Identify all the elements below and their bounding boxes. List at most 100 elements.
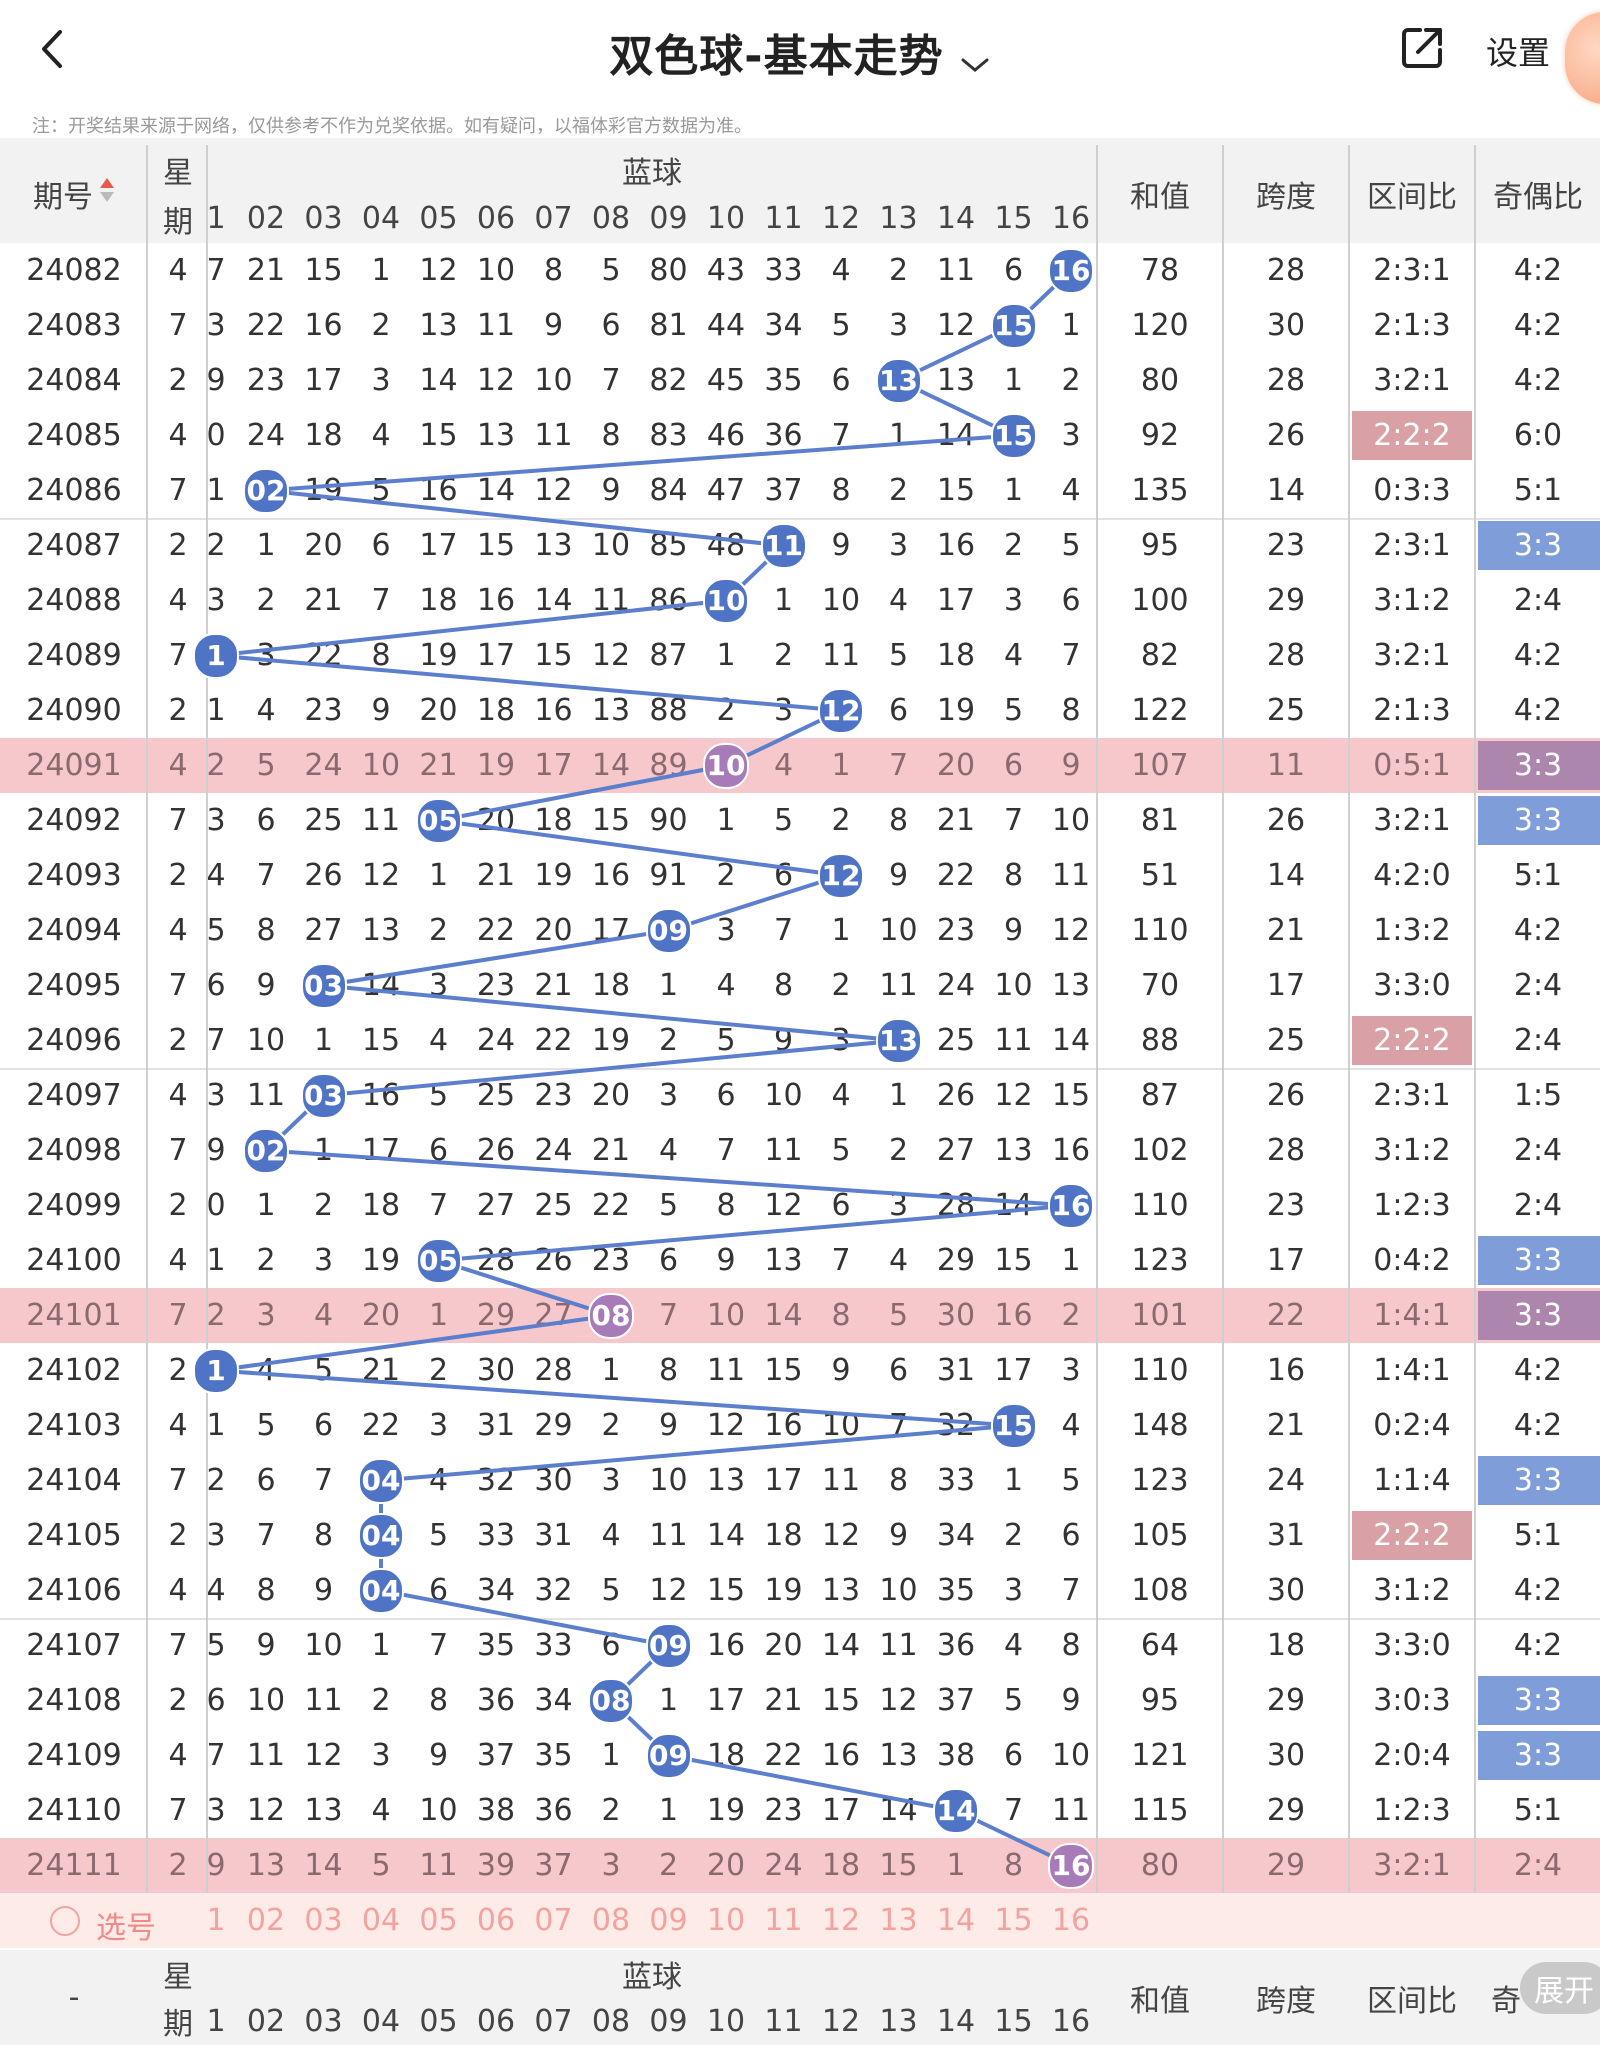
footer-blue-number: 15 bbox=[994, 2003, 1033, 2039]
select-number[interactable]: 06 bbox=[476, 1903, 516, 1938]
zone-ratio-value: 2:2:2 bbox=[1373, 418, 1451, 453]
zone-ratio-value: 3:2:1 bbox=[1373, 803, 1451, 838]
title-selector[interactable]: 双色球-基本走势 bbox=[0, 20, 1600, 82]
table-row[interactable]: 24097 4 3 11 16 5 25 23 20 3 6 10 4 1 26 12 15 87 26 2:3:1 1… bbox=[0, 1068, 1600, 1123]
settings-button[interactable]: 设置 bbox=[1486, 34, 1551, 72]
miss-count: 2 bbox=[371, 308, 391, 343]
table-row[interactable]: 24100 4 1 2 3 19 28 26 23 6 9 13 7 4 29 15 1 123 17 0:4:2 3:… bbox=[0, 1233, 1600, 1288]
miss-count: 2 bbox=[888, 473, 909, 508]
share-icon[interactable] bbox=[1398, 24, 1446, 72]
zone-ratio-value: 2:3:1 bbox=[1373, 253, 1451, 288]
issue-number: 24108 bbox=[26, 1683, 122, 1718]
select-number[interactable]: 05 bbox=[419, 1903, 458, 1938]
select-number[interactable]: 07 bbox=[534, 1903, 573, 1938]
blue-ball-hit: 14 bbox=[933, 1787, 979, 1834]
table-row[interactable]: 24094 4 5 8 27 13 2 22 20 17 3 7 1 10 23 9 12 110 21 1:3:2 4… bbox=[0, 903, 1600, 958]
miss-count: 12 bbox=[419, 253, 458, 288]
sum-value: 120 bbox=[1131, 308, 1189, 343]
parity-ratio-value: 4:2 bbox=[1513, 1408, 1563, 1443]
table-row[interactable]: 24101 7 2 3 4 20 1 29 27 7 10 14 8 5 30 16 2 101 22 1:4:1 3:… bbox=[0, 1288, 1600, 1343]
table-row[interactable]: 24099 2 0 1 2 18 7 27 25 22 5 8 12 6 3 28 14 110 23 1:2:3 2:… bbox=[0, 1178, 1600, 1233]
issue-number: 24094 bbox=[26, 913, 122, 948]
weekday: 4 bbox=[168, 748, 188, 783]
miss-count: 13 bbox=[361, 913, 401, 948]
miss-count: 20 bbox=[936, 748, 976, 783]
miss-count: 21 bbox=[419, 748, 458, 783]
table-row[interactable]: 24107 7 5 9 10 1 7 35 33 6 16 20 14 11 36 4 8 64 18 3:3:0 4:… bbox=[0, 1618, 1600, 1673]
miss-count: 11 bbox=[764, 1133, 803, 1168]
select-number[interactable]: 02 bbox=[246, 1903, 286, 1938]
table-row[interactable]: 24108 2 6 10 11 2 8 36 34 1 17 21 15 12 37 5 9 95 29 3:0:3 3… bbox=[0, 1673, 1600, 1728]
table-row[interactable]: 24087 2 2 1 20 6 17 15 13 10 85 48 9 3 16 2 5 95 23 2:3:1 3:… bbox=[0, 518, 1600, 573]
miss-count: 25 bbox=[936, 1023, 976, 1058]
select-number[interactable]: 13 bbox=[879, 1903, 918, 1938]
miss-count: 13 bbox=[936, 363, 976, 398]
table-row[interactable]: 24082 4 7 21 15 1 12 10 8 5 80 43 33 4 2 11 6 78 28 2:3:1 4:… bbox=[0, 243, 1600, 298]
span-value: 21 bbox=[1266, 1408, 1306, 1443]
table-row[interactable]: 24104 7 2 6 7 4 32 30 3 10 13 17 11 8 33 1 5 123 24 1:1:4 3:… bbox=[0, 1453, 1600, 1508]
miss-count: 29 bbox=[936, 1243, 976, 1278]
table-row[interactable]: 24083 7 3 22 16 2 13 11 9 6 81 44 34 5 3 12 1 120 30 2:1:3 4… bbox=[0, 298, 1600, 353]
miss-count: 81 bbox=[649, 308, 688, 343]
select-number[interactable]: 08 bbox=[591, 1903, 631, 1938]
select-number[interactable]: 10 bbox=[706, 1903, 746, 1938]
miss-count: 5 bbox=[773, 803, 794, 838]
miss-count: 8 bbox=[256, 913, 276, 948]
table-row[interactable]: 24093 2 4 7 26 12 1 21 19 16 91 2 6 9 22 8 11 51 14 4:2:0 5:… bbox=[0, 848, 1600, 903]
select-number[interactable]: 14 bbox=[936, 1903, 976, 1938]
miss-count: 12 bbox=[246, 1793, 286, 1828]
select-number[interactable]: 11 bbox=[764, 1903, 803, 1938]
miss-count: 16 bbox=[994, 1298, 1033, 1333]
blue-ball-header: 蓝球 bbox=[622, 155, 682, 191]
miss-count: 11 bbox=[706, 1353, 746, 1388]
select-number[interactable]: 04 bbox=[361, 1903, 401, 1938]
table-row[interactable]: 24089 7 3 22 8 19 17 15 12 87 1 2 11 5 18 4 7 82 28 3:2:1 4:… bbox=[0, 628, 1600, 683]
table-row[interactable]: 24088 4 3 2 21 7 18 16 14 11 86 1 10 4 17 3 6 100 29 3:1:2 2… bbox=[0, 573, 1600, 628]
miss-count: 22 bbox=[361, 1408, 401, 1443]
table-row[interactable]: 24098 7 9 1 17 6 26 24 21 4 7 11 5 2 27 13 16 102 28 3:1:2 2… bbox=[0, 1123, 1600, 1178]
span-value: 21 bbox=[1266, 913, 1306, 948]
miss-count: 7 bbox=[206, 253, 226, 288]
miss-count: 2 bbox=[658, 1848, 679, 1883]
select-radio[interactable] bbox=[50, 1906, 80, 1936]
miss-count: 28 bbox=[476, 1243, 516, 1278]
table-row[interactable]: 24096 2 7 10 1 15 4 24 22 19 2 5 9 3 25 11 14 88 25 2:2:2 2:… bbox=[0, 1013, 1600, 1070]
issue-sort-header[interactable]: 期号 bbox=[0, 145, 148, 243]
select-number[interactable]: 03 bbox=[304, 1903, 343, 1938]
table-row[interactable]: 24105 2 3 7 8 5 33 31 4 11 14 18 12 9 34 2 6 105 31 2:2:2 5:… bbox=[0, 1508, 1600, 1563]
select-number[interactable]: 12 bbox=[821, 1903, 861, 1938]
table-row[interactable]: 24085 4 0 24 18 4 15 13 11 8 83 46 36 7 1 14 3 92 26 2:2:2 6… bbox=[0, 408, 1600, 463]
back-icon[interactable] bbox=[34, 26, 74, 72]
select-number[interactable]: 1 bbox=[206, 1903, 226, 1938]
miss-count: 1 bbox=[658, 1793, 679, 1828]
miss-count: 43 bbox=[706, 253, 746, 288]
table-row[interactable]: 24106 4 4 8 9 6 34 32 5 12 15 19 13 10 35 3 7 108 30 3:1:2 4… bbox=[0, 1563, 1600, 1620]
table-row[interactable]: 24103 4 1 5 6 22 3 31 29 2 9 12 16 10 7 32 4 148 21 0:2:4 4:… bbox=[0, 1398, 1600, 1453]
table-row[interactable]: 24109 4 7 11 12 3 9 37 35 1 18 22 16 13 38 6 10 121 30 2:0:… bbox=[0, 1728, 1600, 1783]
table-row[interactable]: 24092 7 3 6 25 11 20 18 15 90 1 5 2 8 21 7 10 81 26 3:2:1 3:… bbox=[0, 793, 1600, 848]
table-row[interactable]: 24086 7 1 19 5 16 14 12 9 84 47 37 8 2 15 1 4 135 14 0:3:3 5… bbox=[0, 463, 1600, 520]
miss-count: 7 bbox=[313, 1463, 334, 1498]
table-row[interactable]: 24095 7 6 9 14 3 23 21 18 1 4 8 2 11 24 10 13 70 17 3:3:0 2:… bbox=[0, 958, 1600, 1013]
blue-ball-hit: 13 bbox=[875, 1017, 922, 1064]
miss-count: 11 bbox=[936, 253, 976, 288]
miss-count: 27 bbox=[304, 913, 343, 948]
select-number[interactable]: 16 bbox=[1051, 1903, 1091, 1938]
select-number[interactable]: 09 bbox=[649, 1903, 688, 1938]
select-number[interactable]: 15 bbox=[994, 1903, 1033, 1938]
miss-count: 1 bbox=[256, 528, 276, 563]
expand-button[interactable]: 展开 bbox=[1520, 1962, 1600, 2014]
table-row[interactable]: 24084 2 9 23 17 3 14 12 10 7 82 45 35 6 13 1 2 80 28 3:2:1 4… bbox=[0, 353, 1600, 408]
table-row[interactable]: 24102 2 4 5 21 2 30 28 1 8 11 15 9 6 31 17 3 110 16 1:4:1 4:… bbox=[0, 1343, 1600, 1398]
miss-count: 29 bbox=[476, 1298, 516, 1333]
chevron-down-icon bbox=[959, 55, 991, 79]
miss-count: 7 bbox=[601, 363, 621, 398]
table-row[interactable]: 24110 7 3 12 13 4 10 38 36 2 1 19 23 17 14 7 11 115 29 1:2:… bbox=[0, 1783, 1600, 1838]
miss-count: 0 bbox=[206, 1188, 226, 1223]
sum-value: 87 bbox=[1140, 1078, 1180, 1113]
miss-count: 35 bbox=[936, 1573, 976, 1608]
table-row[interactable]: 24090 2 1 4 23 9 20 18 16 13 88 2 3 6 19 5 8 122 25 2:1:3 4:… bbox=[0, 683, 1600, 738]
table-row[interactable]: 24111 2 9 13 14 5 11 39 37 3 2 20 24 18 15 1 8 80 29 3:2:1 2… bbox=[0, 1838, 1600, 1893]
span-value: 28 bbox=[1266, 253, 1306, 288]
table-row[interactable]: 24091 4 2 5 24 10 21 19 17 14 89 4 1 7 20 6 9 107 11 0:5:1 3… bbox=[0, 738, 1600, 793]
